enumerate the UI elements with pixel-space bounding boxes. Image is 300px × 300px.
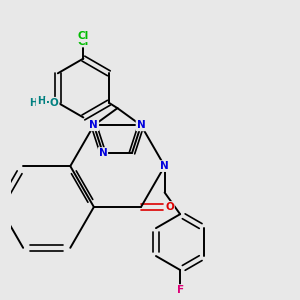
Text: ·O: ·O [39, 98, 52, 108]
Text: Cl: Cl [78, 31, 89, 41]
Text: N: N [89, 120, 98, 130]
Text: F: F [177, 285, 184, 295]
Text: N: N [98, 148, 107, 158]
Text: N: N [137, 120, 146, 130]
Text: H: H [29, 98, 37, 108]
Text: N: N [137, 120, 146, 130]
Text: O: O [165, 202, 174, 212]
Text: H: H [37, 96, 45, 106]
Text: Cl: Cl [78, 37, 89, 46]
Text: ·O: ·O [46, 98, 59, 108]
Text: N: N [160, 161, 169, 171]
